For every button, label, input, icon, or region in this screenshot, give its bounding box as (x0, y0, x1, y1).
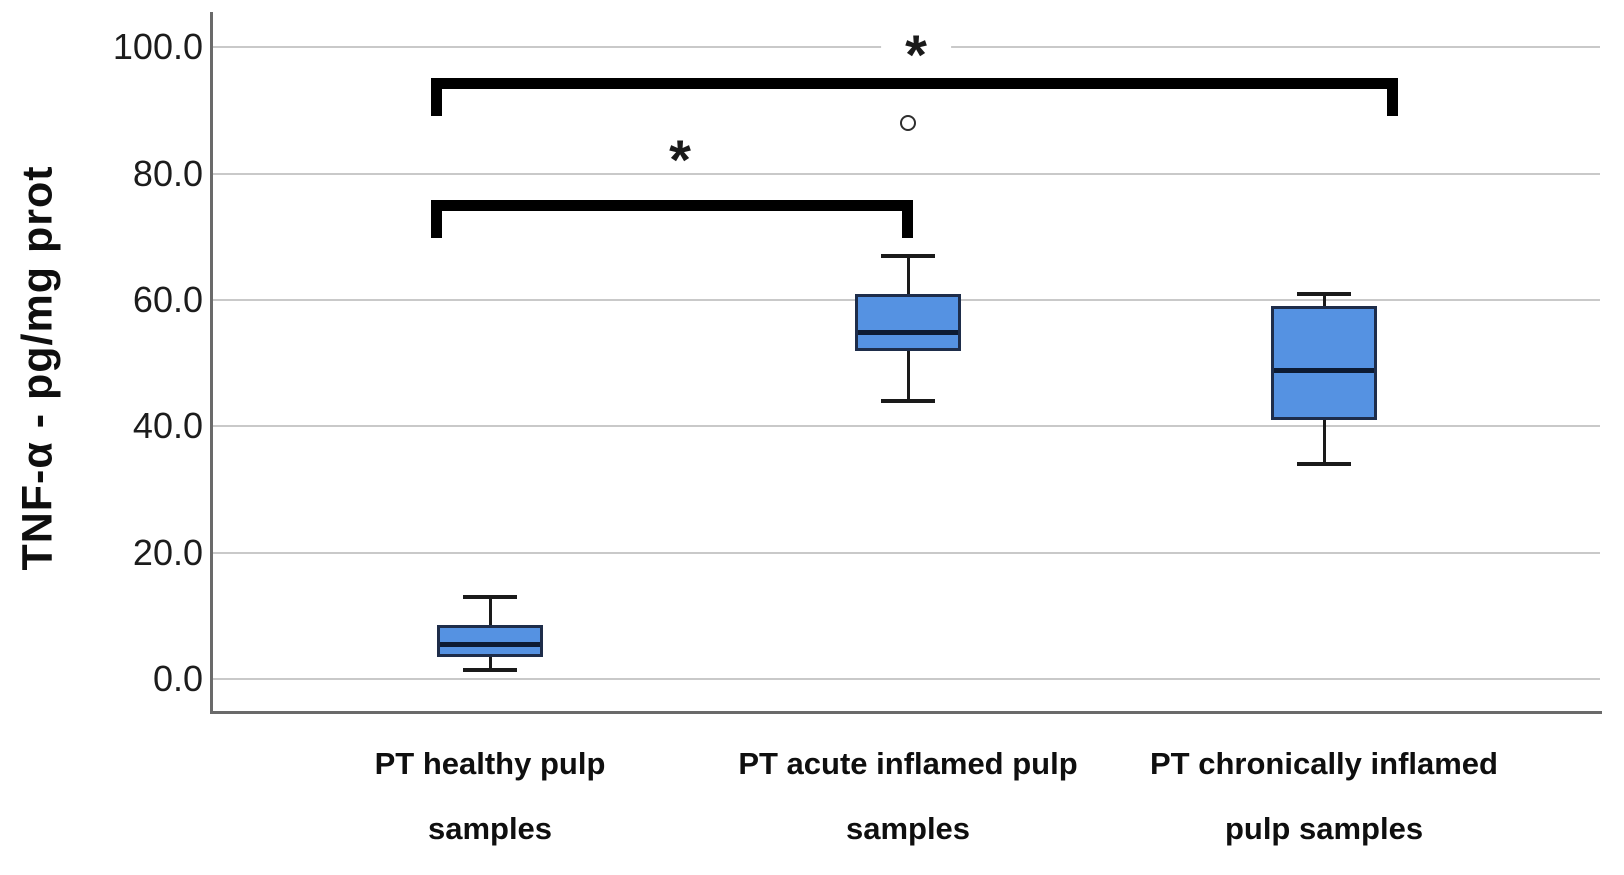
upper-whisker-stem (489, 597, 492, 625)
category-label-line: pulp samples (1224, 811, 1424, 846)
y-tick-label: 80.0 (132, 153, 203, 194)
y-tick-label: 40.0 (132, 405, 203, 446)
y-tick-label: 100.0 (112, 26, 203, 67)
max-whisker-cap (1297, 292, 1351, 296)
significance-asterisk: * (669, 128, 691, 191)
y-axis-line (210, 12, 213, 714)
category-label-line: PT chronically inflamed (1150, 746, 1498, 781)
upper-whisker-stem (1323, 294, 1326, 306)
lower-whisker-stem (907, 351, 910, 401)
gridline-40 (211, 425, 1600, 427)
max-whisker-cap (463, 595, 517, 599)
bracket-right-tick (902, 200, 913, 238)
iqr-box (1271, 306, 1377, 420)
median-line (1274, 368, 1374, 373)
y-axis-title: TNF-α - pg/mg prot (13, 165, 62, 571)
category-label-line: PT acute inflamed pulp (738, 746, 1078, 781)
median-line (858, 330, 958, 335)
category-label-line: samples (427, 811, 553, 846)
gridline-0 (211, 678, 1600, 680)
significance-asterisk: * (881, 27, 951, 83)
bracket-left-tick (431, 200, 442, 238)
bracket-bar (431, 78, 1398, 89)
min-whisker-cap (463, 668, 517, 672)
bracket-bar (431, 200, 913, 211)
bracket-right-tick (1387, 78, 1398, 116)
category-label-line: PT healthy pulp (374, 746, 606, 781)
bracket-left-tick (431, 78, 442, 116)
iqr-box (437, 625, 543, 657)
gridline-80 (211, 173, 1600, 175)
y-tick-label: 20.0 (132, 532, 203, 573)
category-label-line: samples (845, 811, 971, 846)
min-whisker-cap (1297, 462, 1351, 466)
lower-whisker-stem (489, 657, 492, 670)
x-axis-line (210, 711, 1602, 714)
iqr-box (855, 294, 961, 351)
median-line (440, 642, 540, 647)
y-tick-label: 60.0 (132, 279, 203, 320)
lower-whisker-stem (1323, 420, 1326, 464)
upper-whisker-stem (907, 256, 910, 294)
min-whisker-cap (881, 399, 935, 403)
gridline-20 (211, 552, 1600, 554)
max-whisker-cap (881, 254, 935, 258)
outlier-point (900, 115, 916, 131)
y-tick-label: 0.0 (152, 658, 203, 699)
